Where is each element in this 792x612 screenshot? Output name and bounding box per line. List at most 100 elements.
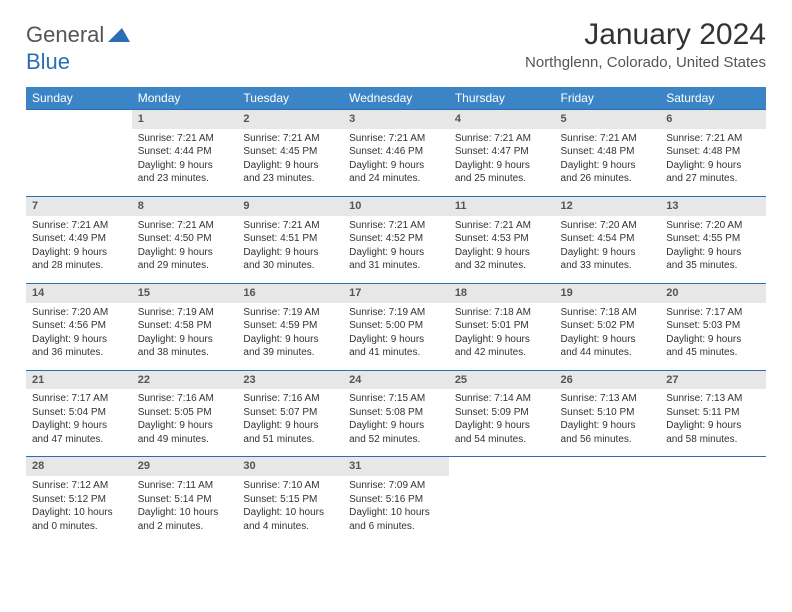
day-number-cell: 6 <box>660 110 766 129</box>
day-number-row: 123456 <box>26 110 766 129</box>
day-number-cell: 2 <box>237 110 343 129</box>
daylight-line: Daylight: 9 hours and 47 minutes. <box>32 419 126 446</box>
sunset-line: Sunset: 4:51 PM <box>243 232 337 246</box>
daylight-line: Daylight: 9 hours and 32 minutes. <box>455 246 549 273</box>
location-text: Northglenn, Colorado, United States <box>525 54 766 71</box>
sunset-line: Sunset: 5:09 PM <box>455 406 549 420</box>
day-number-cell: 27 <box>660 370 766 389</box>
calendar-header-row: SundayMondayTuesdayWednesdayThursdayFrid… <box>26 87 766 110</box>
brand-part2: Blue <box>26 49 70 75</box>
daylight-line: Daylight: 9 hours and 33 minutes. <box>561 246 655 273</box>
sunrise-line: Sunrise: 7:19 AM <box>243 306 337 320</box>
daylight-line: Daylight: 10 hours and 0 minutes. <box>32 506 126 533</box>
day-content-cell: Sunrise: 7:17 AMSunset: 5:03 PMDaylight:… <box>660 303 766 371</box>
daylight-line: Daylight: 9 hours and 36 minutes. <box>32 333 126 360</box>
day-number-cell: 8 <box>132 196 238 215</box>
daylight-line: Daylight: 9 hours and 27 minutes. <box>666 159 760 186</box>
sunrise-line: Sunrise: 7:20 AM <box>32 306 126 320</box>
day-content-row: Sunrise: 7:20 AMSunset: 4:56 PMDaylight:… <box>26 303 766 371</box>
weekday-header: Wednesday <box>343 87 449 110</box>
day-content-cell: Sunrise: 7:21 AMSunset: 4:53 PMDaylight:… <box>449 216 555 284</box>
daylight-line: Daylight: 9 hours and 41 minutes. <box>349 333 443 360</box>
day-content-cell: Sunrise: 7:20 AMSunset: 4:56 PMDaylight:… <box>26 303 132 371</box>
day-content-cell: Sunrise: 7:16 AMSunset: 5:07 PMDaylight:… <box>237 389 343 457</box>
day-number-cell: 23 <box>237 370 343 389</box>
day-content-cell: Sunrise: 7:16 AMSunset: 5:05 PMDaylight:… <box>132 389 238 457</box>
sunset-line: Sunset: 5:03 PM <box>666 319 760 333</box>
daylight-line: Daylight: 9 hours and 26 minutes. <box>561 159 655 186</box>
day-content-cell: Sunrise: 7:20 AMSunset: 4:55 PMDaylight:… <box>660 216 766 284</box>
daylight-line: Daylight: 9 hours and 49 minutes. <box>138 419 232 446</box>
day-content-cell: Sunrise: 7:10 AMSunset: 5:15 PMDaylight:… <box>237 476 343 543</box>
daylight-line: Daylight: 9 hours and 24 minutes. <box>349 159 443 186</box>
sunset-line: Sunset: 5:14 PM <box>138 493 232 507</box>
sunrise-line: Sunrise: 7:21 AM <box>32 219 126 233</box>
daylight-line: Daylight: 9 hours and 42 minutes. <box>455 333 549 360</box>
sunrise-line: Sunrise: 7:18 AM <box>561 306 655 320</box>
daylight-line: Daylight: 9 hours and 25 minutes. <box>455 159 549 186</box>
day-content-cell: Sunrise: 7:15 AMSunset: 5:08 PMDaylight:… <box>343 389 449 457</box>
calendar-table: SundayMondayTuesdayWednesdayThursdayFrid… <box>26 87 766 543</box>
sunrise-line: Sunrise: 7:21 AM <box>138 219 232 233</box>
title-block: January 2024 Northglenn, Colorado, Unite… <box>525 18 766 71</box>
day-content-cell: Sunrise: 7:21 AMSunset: 4:44 PMDaylight:… <box>132 129 238 197</box>
day-number-cell: 18 <box>449 283 555 302</box>
sunset-line: Sunset: 4:44 PM <box>138 145 232 159</box>
sunset-line: Sunset: 4:53 PM <box>455 232 549 246</box>
daylight-line: Daylight: 9 hours and 29 minutes. <box>138 246 232 273</box>
day-number-row: 14151617181920 <box>26 283 766 302</box>
day-content-cell: Sunrise: 7:21 AMSunset: 4:49 PMDaylight:… <box>26 216 132 284</box>
daylight-line: Daylight: 9 hours and 23 minutes. <box>243 159 337 186</box>
sunset-line: Sunset: 5:10 PM <box>561 406 655 420</box>
day-content-cell: Sunrise: 7:12 AMSunset: 5:12 PMDaylight:… <box>26 476 132 543</box>
sunrise-line: Sunrise: 7:16 AM <box>243 392 337 406</box>
brand-logo: General <box>26 22 132 48</box>
day-number-cell: 19 <box>555 283 661 302</box>
day-content-cell: Sunrise: 7:21 AMSunset: 4:48 PMDaylight:… <box>660 129 766 197</box>
day-content-cell: Sunrise: 7:21 AMSunset: 4:48 PMDaylight:… <box>555 129 661 197</box>
daylight-line: Daylight: 9 hours and 44 minutes. <box>561 333 655 360</box>
day-number-cell: 24 <box>343 370 449 389</box>
sunset-line: Sunset: 5:05 PM <box>138 406 232 420</box>
sunrise-line: Sunrise: 7:13 AM <box>561 392 655 406</box>
day-number-cell: 9 <box>237 196 343 215</box>
sunrise-line: Sunrise: 7:16 AM <box>138 392 232 406</box>
day-content-cell: Sunrise: 7:11 AMSunset: 5:14 PMDaylight:… <box>132 476 238 543</box>
day-number-cell: 21 <box>26 370 132 389</box>
daylight-line: Daylight: 9 hours and 35 minutes. <box>666 246 760 273</box>
sunrise-line: Sunrise: 7:13 AM <box>666 392 760 406</box>
sunrise-line: Sunrise: 7:21 AM <box>138 132 232 146</box>
day-number-cell: 17 <box>343 283 449 302</box>
sunset-line: Sunset: 4:46 PM <box>349 145 443 159</box>
daylight-line: Daylight: 9 hours and 31 minutes. <box>349 246 443 273</box>
sunrise-line: Sunrise: 7:21 AM <box>243 132 337 146</box>
day-number-cell: 15 <box>132 283 238 302</box>
sunrise-line: Sunrise: 7:09 AM <box>349 479 443 493</box>
daylight-line: Daylight: 9 hours and 39 minutes. <box>243 333 337 360</box>
daylight-line: Daylight: 9 hours and 52 minutes. <box>349 419 443 446</box>
sunrise-line: Sunrise: 7:15 AM <box>349 392 443 406</box>
day-number-cell: 3 <box>343 110 449 129</box>
sunrise-line: Sunrise: 7:20 AM <box>666 219 760 233</box>
daylight-line: Daylight: 9 hours and 38 minutes. <box>138 333 232 360</box>
day-content-cell: Sunrise: 7:17 AMSunset: 5:04 PMDaylight:… <box>26 389 132 457</box>
day-content-cell: Sunrise: 7:19 AMSunset: 4:59 PMDaylight:… <box>237 303 343 371</box>
day-number-cell: 16 <box>237 283 343 302</box>
day-number-row: 21222324252627 <box>26 370 766 389</box>
sunset-line: Sunset: 4:52 PM <box>349 232 443 246</box>
day-content-cell: Sunrise: 7:14 AMSunset: 5:09 PMDaylight:… <box>449 389 555 457</box>
month-title: January 2024 <box>525 18 766 52</box>
day-number-cell: 25 <box>449 370 555 389</box>
day-content-row: Sunrise: 7:21 AMSunset: 4:44 PMDaylight:… <box>26 129 766 197</box>
day-content-cell <box>555 476 661 543</box>
sunrise-line: Sunrise: 7:12 AM <box>32 479 126 493</box>
daylight-line: Daylight: 9 hours and 28 minutes. <box>32 246 126 273</box>
day-number-cell: 26 <box>555 370 661 389</box>
day-number-cell: 20 <box>660 283 766 302</box>
day-content-cell: Sunrise: 7:19 AMSunset: 5:00 PMDaylight:… <box>343 303 449 371</box>
sunset-line: Sunset: 5:07 PM <box>243 406 337 420</box>
day-content-cell: Sunrise: 7:13 AMSunset: 5:10 PMDaylight:… <box>555 389 661 457</box>
sunrise-line: Sunrise: 7:11 AM <box>138 479 232 493</box>
sunrise-line: Sunrise: 7:21 AM <box>666 132 760 146</box>
daylight-line: Daylight: 10 hours and 4 minutes. <box>243 506 337 533</box>
